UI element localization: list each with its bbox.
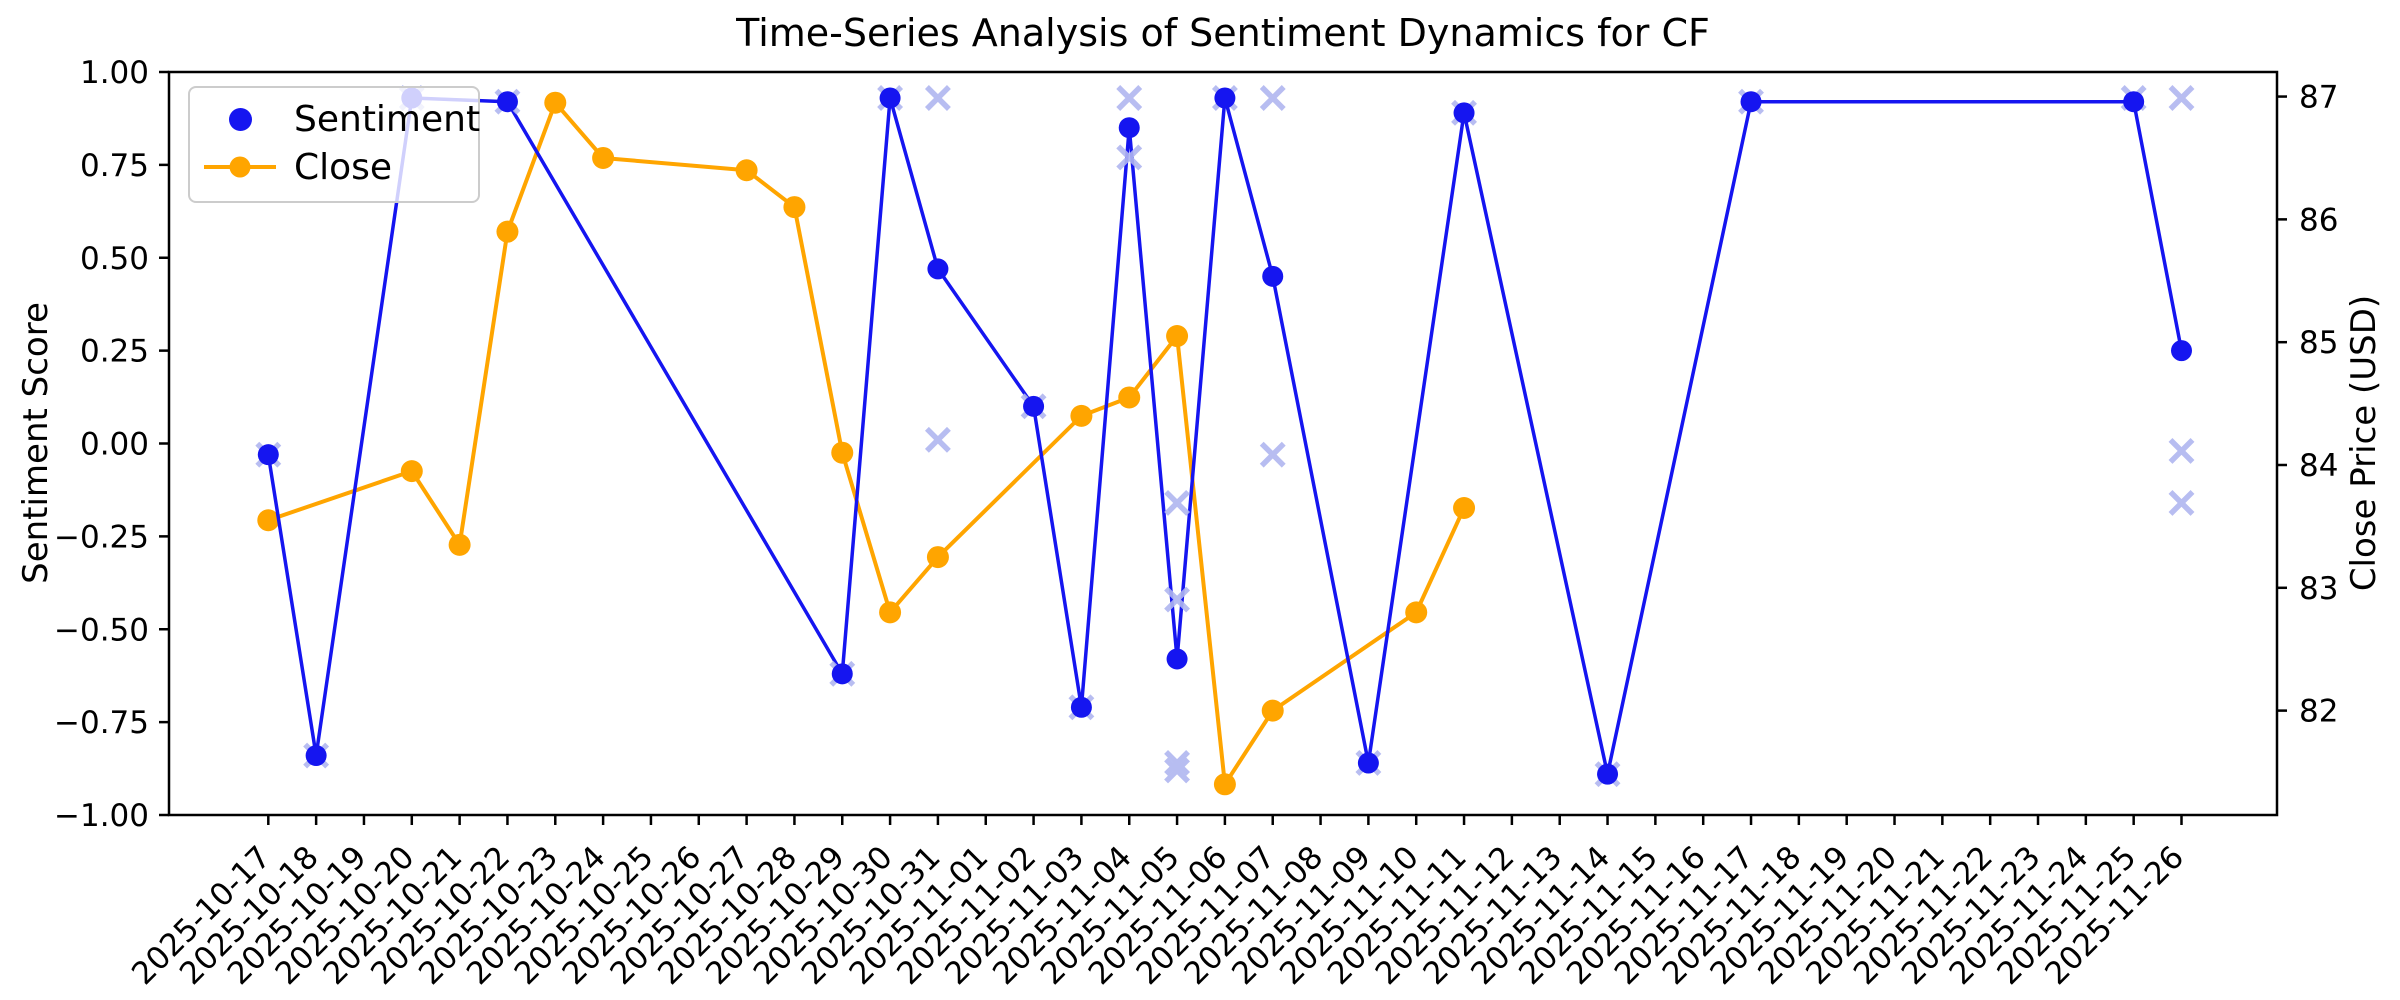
sentiment-point bbox=[1070, 696, 1092, 718]
close-point bbox=[926, 546, 949, 569]
sentiment-point bbox=[2123, 91, 2145, 113]
y-tick-label-left: 0.00 bbox=[80, 427, 149, 463]
article-x-icon bbox=[2168, 85, 2195, 111]
y-tick-label-right: 86 bbox=[2299, 202, 2338, 238]
article-x-icon bbox=[924, 85, 951, 111]
sentiment-point bbox=[496, 91, 518, 113]
close-point bbox=[544, 91, 567, 114]
close-point bbox=[1070, 404, 1093, 427]
close-point bbox=[448, 533, 471, 556]
sentiment-point bbox=[927, 258, 949, 280]
y-axis-label-right: Close Price (USD) bbox=[2344, 294, 2384, 592]
sentiment-points bbox=[257, 87, 2192, 785]
y-tick-label-left: 1.00 bbox=[80, 55, 149, 91]
article-x-icon bbox=[1116, 144, 1143, 171]
article-x-icon bbox=[1259, 441, 1286, 468]
sentiment-point bbox=[1357, 752, 1379, 774]
y-axis-right-ticks: 87 86 85 84 83 82 bbox=[2277, 80, 2338, 730]
sentiment-point bbox=[1166, 648, 1188, 670]
article-x-icon bbox=[1259, 85, 1286, 111]
close-point bbox=[735, 159, 758, 182]
y-tick-label-left: −1.00 bbox=[54, 798, 149, 834]
sentiment-point bbox=[1214, 87, 1236, 109]
legend: Sentiment Close bbox=[188, 86, 480, 204]
y-tick-label-right: 82 bbox=[2299, 694, 2338, 730]
legend-item-sentiment: Sentiment bbox=[204, 100, 480, 140]
legend-item-close: Close bbox=[204, 146, 460, 188]
sentiment-point bbox=[305, 745, 327, 767]
close-point bbox=[257, 509, 280, 532]
y-axis-label-left: Sentiment Score bbox=[16, 302, 56, 584]
y-tick-label-left: 0.75 bbox=[80, 148, 149, 184]
close-point bbox=[1213, 773, 1236, 796]
sentiment-point bbox=[879, 87, 901, 109]
article-x-icon bbox=[1164, 489, 1191, 516]
close-point bbox=[1453, 496, 1476, 519]
article-x-icon bbox=[1164, 586, 1191, 613]
y-tick-label-left: 0.25 bbox=[80, 334, 149, 370]
article-x-icon bbox=[2168, 489, 2195, 516]
close-line-icon bbox=[204, 156, 276, 178]
sentiment-point bbox=[1453, 102, 1475, 124]
legend-label-close: Close bbox=[294, 146, 393, 188]
close-point bbox=[1261, 699, 1284, 722]
sentiment-line bbox=[266, 96, 2184, 776]
sentiment-dot-icon bbox=[228, 108, 252, 132]
article-x-icon bbox=[1164, 750, 1191, 776]
article-x-icon bbox=[1164, 757, 1191, 784]
y-tick-label-left: 0.50 bbox=[80, 241, 149, 277]
close-point bbox=[879, 601, 902, 624]
y-tick-label-left: −0.25 bbox=[54, 519, 149, 555]
sentiment-point bbox=[2171, 340, 2192, 362]
legend-label-sentiment: Sentiment bbox=[294, 99, 481, 140]
sentiment-point bbox=[831, 663, 853, 685]
close-point bbox=[496, 220, 519, 243]
sentiment-point bbox=[1740, 91, 1762, 113]
y-tick-label-right: 87 bbox=[2299, 80, 2338, 116]
close-point bbox=[1166, 325, 1189, 348]
sentiment-point bbox=[257, 444, 279, 466]
close-point bbox=[400, 460, 423, 483]
close-point bbox=[831, 441, 854, 464]
close-line bbox=[257, 91, 1476, 796]
close-point bbox=[1118, 386, 1141, 409]
y-tick-label-left: −0.75 bbox=[54, 705, 149, 741]
y-axis-left-ticks: 1.00 0.75 0.50 0.25 0.00 −0.25 −0.50 −0.75 −1.00 bbox=[54, 55, 169, 834]
y-tick-label-right: 85 bbox=[2299, 325, 2338, 361]
close-point bbox=[783, 196, 806, 219]
y-tick-label-right: 84 bbox=[2299, 448, 2338, 484]
chart-title: Time-Series Analysis of Sentiment Dynami… bbox=[736, 11, 1710, 55]
article-sentiment-markers bbox=[255, 85, 2195, 788]
axes-spines bbox=[167, 70, 2279, 817]
close-point bbox=[592, 146, 615, 169]
article-x-icon bbox=[2168, 437, 2195, 464]
sentiment-point bbox=[1597, 763, 1619, 785]
article-x-icon bbox=[924, 426, 951, 453]
sentiment-point bbox=[1023, 395, 1045, 417]
y-tick-label-right: 83 bbox=[2299, 571, 2338, 607]
y-tick-label-left: −0.50 bbox=[54, 612, 149, 648]
close-point bbox=[1405, 601, 1428, 624]
article-x-icon bbox=[1116, 85, 1143, 111]
x-axis-ticks: 2025-10-172025-10-182025-10-192025-10-20… bbox=[125, 815, 2191, 992]
sentiment-point bbox=[1262, 265, 1284, 287]
sentiment-point bbox=[1118, 117, 1140, 139]
